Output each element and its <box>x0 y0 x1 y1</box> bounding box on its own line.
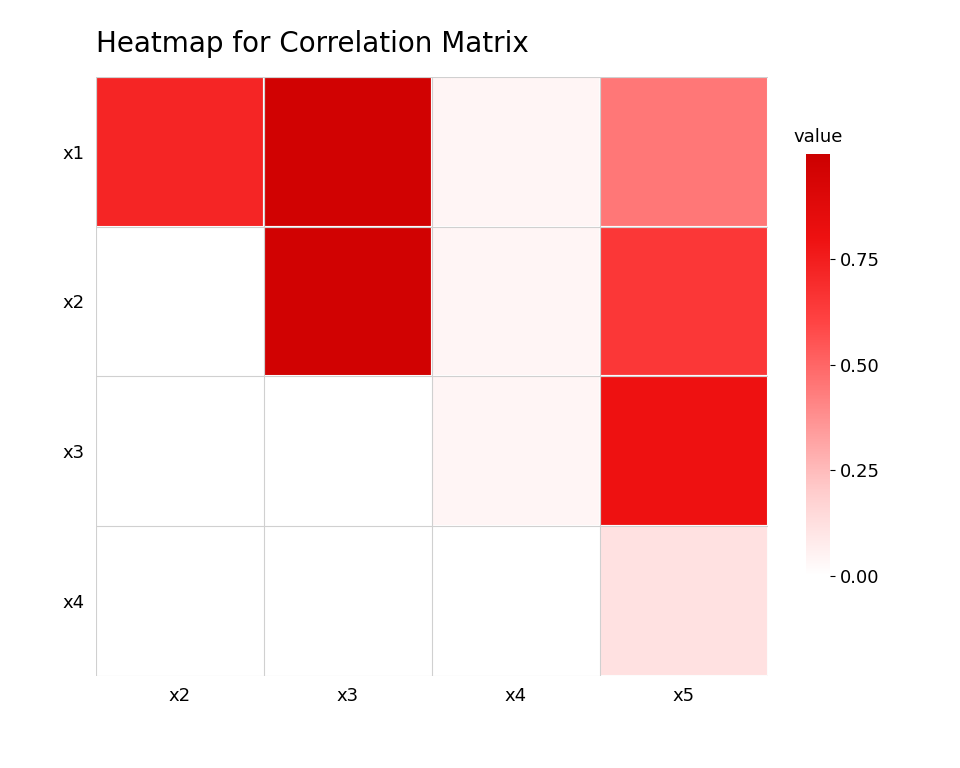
Bar <box>96 77 264 227</box>
Bar <box>264 227 432 376</box>
Bar <box>600 227 768 376</box>
Bar <box>264 77 432 227</box>
Bar <box>600 376 768 526</box>
Text: Heatmap for Correlation Matrix: Heatmap for Correlation Matrix <box>96 30 529 58</box>
Bar <box>600 77 768 227</box>
Bar <box>600 526 768 676</box>
Bar <box>432 227 600 376</box>
Bar <box>432 77 600 227</box>
Bar <box>432 376 600 526</box>
Title: value: value <box>794 128 843 147</box>
